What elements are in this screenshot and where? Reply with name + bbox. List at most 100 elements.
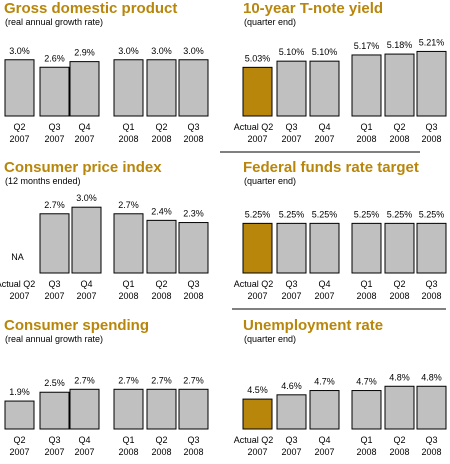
chart-subtitle: (12 months ended) [5,176,81,186]
tick-label-year: 2008 [183,291,203,301]
tick-label-top: Q3 [187,279,199,289]
data-label: 5.21% [419,37,445,47]
tick-label-top: Q2 [393,279,405,289]
data-label: 3.0% [9,46,30,56]
tick-label-top: Q2 [393,435,405,445]
data-label: 3.0% [151,46,172,56]
tick-label-top: Q3 [285,122,297,132]
bar-5 [384,53,415,117]
bar-3 [69,388,100,430]
bar-6 [178,59,209,117]
tick-label-top: Q1 [122,122,134,132]
tick-label-year: 2007 [247,291,267,301]
tick-label-year: 2008 [118,447,138,457]
tick-label-top: Actual Q2 [234,435,274,445]
chart-title: Consumer spending [4,317,149,334]
tick-label-top: Q1 [122,279,134,289]
tick-label-top: Q4 [318,435,330,445]
tick-label-top: Q3 [285,279,297,289]
data-label: 5.25% [312,209,338,219]
chart-title: Gross domestic product [4,0,177,17]
data-label: 4.7% [314,377,335,387]
chart-title: Consumer price index [4,159,162,176]
bar-6 [416,50,447,117]
tick-label-year: 2007 [74,447,94,457]
tick-label-top: Q3 [187,435,199,445]
tick-label-year: 2007 [281,291,301,301]
tick-label-year: 2007 [9,134,29,144]
bar-6 [416,222,447,274]
bar-1 [242,222,273,274]
data-label: 2.9% [74,48,95,58]
tick-label-year: 2007 [314,447,334,457]
data-label: 4.8% [421,372,442,382]
tick-label-top: Q1 [122,435,134,445]
tick-label-top: Q3 [285,435,297,445]
bar-3 [69,61,100,117]
data-label: 2.7% [118,200,139,210]
tick-label-top: Actual Q2 [0,279,35,289]
tick-label-top: Actual Q2 [234,279,274,289]
data-label: 3.0% [76,193,97,203]
bar-2 [39,66,70,117]
bar-5 [146,219,177,274]
tick-label-year: 2008 [118,291,138,301]
tick-label-year: 2008 [389,447,409,457]
bar-2 [39,213,70,274]
data-label: 3.0% [118,46,139,56]
data-label: 4.7% [356,377,377,387]
tick-label-year: 2007 [281,447,301,457]
data-label: 5.25% [354,209,380,219]
tick-label-top: Q2 [155,435,167,445]
bar-3 [309,60,340,117]
tick-label-year: 2008 [356,134,376,144]
bar-6 [178,222,209,274]
data-label: 5.25% [245,209,271,219]
tick-label-top: Q2 [13,122,25,132]
bar-4 [351,222,382,274]
tick-label-year: 2007 [314,134,334,144]
data-label: 5.18% [387,40,413,50]
tick-label-year: 2008 [356,447,376,457]
data-label: 5.25% [387,209,413,219]
data-label: 1.9% [9,387,30,397]
data-label: 5.17% [354,41,380,51]
bar-3 [71,206,102,274]
data-label: 5.10% [279,47,305,57]
tick-label-top: Q4 [80,279,92,289]
data-label: 5.10% [312,47,338,57]
tick-label-year: 2008 [151,134,171,144]
tick-label-top: Q4 [318,122,330,132]
tick-label-year: 2007 [281,134,301,144]
tick-label-top: Q1 [360,279,372,289]
tick-label-top: Q3 [48,279,60,289]
tick-label-year: 2007 [314,291,334,301]
tick-label-top: Q3 [425,122,437,132]
bar-2 [276,60,307,117]
data-label: 2.7% [118,375,139,385]
data-label: 2.5% [44,378,65,388]
data-label: 4.6% [281,381,302,391]
tick-label-year: 2007 [247,134,267,144]
data-label: 5.25% [279,209,305,219]
chart-title: Unemployment rate [243,317,383,334]
bar-4 [351,390,382,430]
chart-title: Federal funds rate target [243,159,419,176]
tick-label-year: 2008 [151,447,171,457]
tick-label-year: 2007 [44,291,64,301]
bar-4 [351,54,382,117]
data-label: 2.7% [74,375,95,385]
data-label: 2.7% [183,375,204,385]
bar-5 [146,388,177,430]
tick-label-top: Q3 [48,122,60,132]
bar-1 [4,59,35,117]
bar-6 [178,388,209,430]
bar-5 [384,222,415,274]
data-label: 2.7% [44,200,65,210]
tick-label-top: Q4 [318,279,330,289]
bar-2 [39,391,70,430]
tick-label-year: 2008 [389,134,409,144]
tick-label-top: Q2 [155,122,167,132]
tick-label-year: 2007 [74,134,94,144]
bar-2 [276,222,307,274]
